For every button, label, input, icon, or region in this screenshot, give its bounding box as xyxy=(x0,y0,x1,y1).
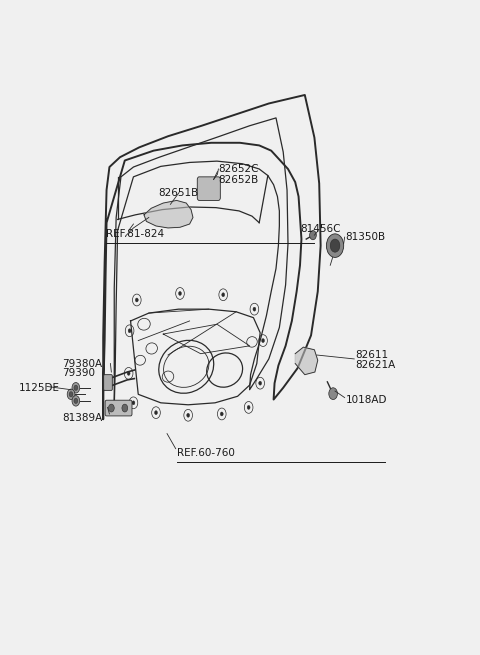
Circle shape xyxy=(310,231,316,240)
Text: 81350B: 81350B xyxy=(346,232,386,242)
Circle shape xyxy=(253,307,256,311)
Circle shape xyxy=(135,298,138,302)
Text: 1018AD: 1018AD xyxy=(346,394,387,405)
Circle shape xyxy=(220,412,223,416)
Circle shape xyxy=(259,381,262,385)
Circle shape xyxy=(108,404,114,412)
Circle shape xyxy=(72,383,80,393)
FancyBboxPatch shape xyxy=(105,400,132,416)
Circle shape xyxy=(74,385,78,390)
Circle shape xyxy=(222,293,225,297)
Text: 82621A: 82621A xyxy=(355,360,396,371)
Text: 82652C: 82652C xyxy=(218,164,259,174)
Text: 82611: 82611 xyxy=(355,350,388,360)
Text: 79380A: 79380A xyxy=(62,358,103,369)
FancyBboxPatch shape xyxy=(197,177,220,200)
Circle shape xyxy=(74,398,78,403)
Circle shape xyxy=(262,339,264,343)
FancyBboxPatch shape xyxy=(104,375,112,390)
Text: 79390: 79390 xyxy=(62,368,96,379)
Circle shape xyxy=(187,413,190,417)
Circle shape xyxy=(326,234,344,257)
Polygon shape xyxy=(295,347,318,375)
Circle shape xyxy=(122,404,128,412)
Text: 82652B: 82652B xyxy=(218,175,259,185)
Text: 81389A: 81389A xyxy=(62,413,103,423)
Circle shape xyxy=(132,401,135,405)
Circle shape xyxy=(67,389,75,400)
Circle shape xyxy=(155,411,157,415)
Polygon shape xyxy=(144,200,193,228)
Text: 82651B: 82651B xyxy=(158,187,199,198)
Circle shape xyxy=(330,239,340,252)
Circle shape xyxy=(72,396,80,406)
Text: 1125DE: 1125DE xyxy=(19,383,60,393)
Text: 81456C: 81456C xyxy=(300,224,340,234)
Circle shape xyxy=(69,392,73,397)
Circle shape xyxy=(128,329,131,333)
Circle shape xyxy=(247,405,250,409)
Circle shape xyxy=(329,388,337,400)
Text: REF.81-824: REF.81-824 xyxy=(106,229,164,240)
Circle shape xyxy=(179,291,181,295)
Circle shape xyxy=(127,371,130,375)
Text: REF.60-760: REF.60-760 xyxy=(177,448,235,458)
